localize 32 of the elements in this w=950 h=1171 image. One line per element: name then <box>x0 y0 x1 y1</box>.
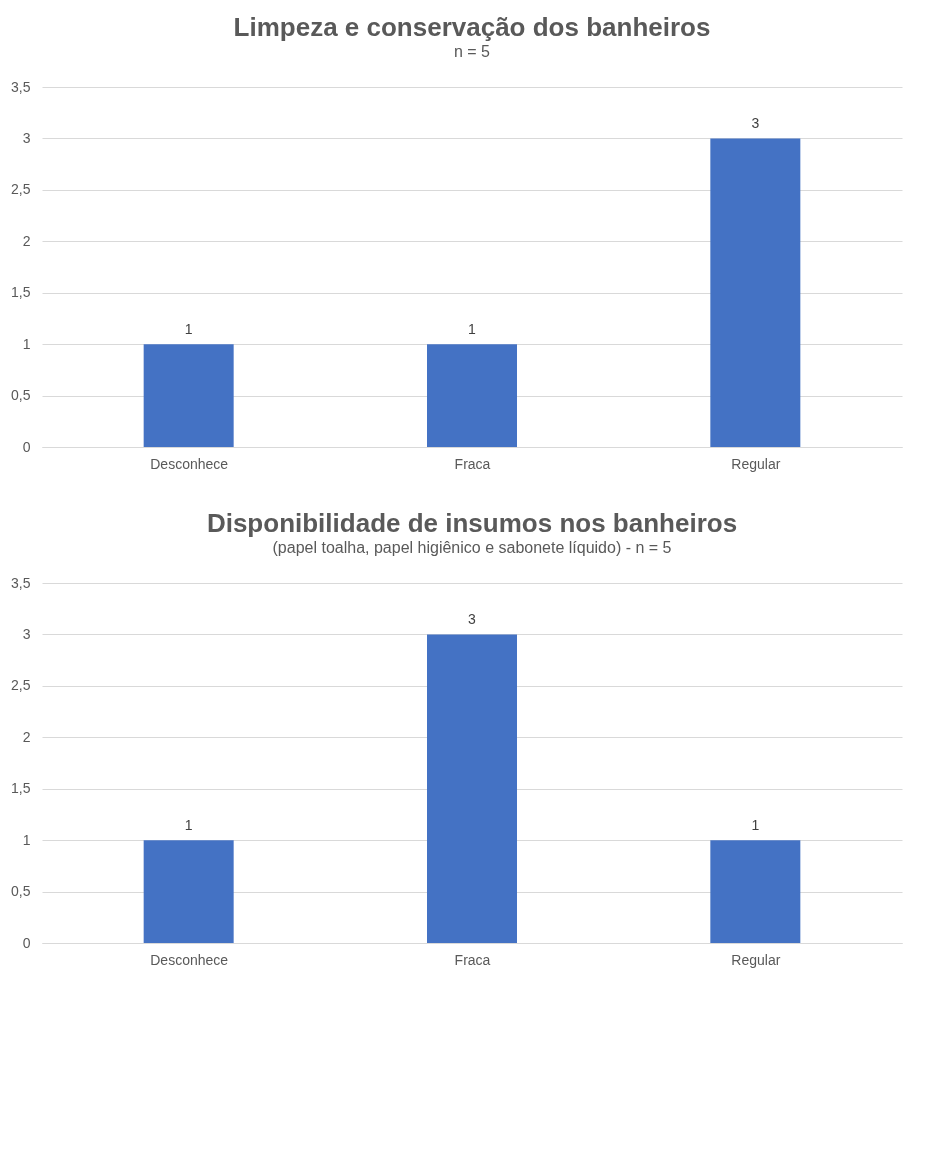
x-tick-label: Regular <box>731 455 781 472</box>
y-tick-label: 1 <box>22 335 31 352</box>
y-tick-label: 2,5 <box>11 181 31 198</box>
x-tick-label: Desconhece <box>150 951 229 968</box>
y-tick-label: 0 <box>22 934 31 951</box>
chart-subtitle: (papel toalha, papel higiênico e sabonete líquido) - n = 5 <box>272 539 672 556</box>
chart-title: Limpeza e conservação dos banheiros <box>233 12 711 42</box>
data-label: 1 <box>184 817 193 834</box>
chart-subtitle: n = 5 <box>453 43 491 60</box>
data-label: 1 <box>184 321 193 338</box>
x-tick-label: Fraca <box>454 951 491 968</box>
y-tick-label: 0,5 <box>11 883 31 900</box>
y-tick-label: 3,5 <box>11 78 31 95</box>
y-tick-label: 1,5 <box>11 780 31 797</box>
chart-title: Disponibilidade de insumos nos banheiros <box>206 508 738 538</box>
y-tick-label: 3 <box>22 625 31 642</box>
y-tick-label: 1,5 <box>11 284 31 301</box>
data-label: 3 <box>468 611 477 628</box>
y-tick-label: 2 <box>22 232 31 249</box>
y-tick-label: 3,5 <box>11 574 31 591</box>
x-tick-label: Desconhece <box>150 455 229 472</box>
y-tick-label: 0 <box>22 438 31 455</box>
x-tick-label: Regular <box>731 951 781 968</box>
y-tick-label: 1 <box>22 831 31 848</box>
data-label: 1 <box>468 321 477 338</box>
data-label: 3 <box>751 115 760 132</box>
y-tick-label: 2,5 <box>11 677 31 694</box>
data-label: 1 <box>751 817 760 834</box>
y-tick-label: 0,5 <box>11 387 31 404</box>
y-tick-label: 2 <box>22 728 31 745</box>
y-tick-label: 3 <box>22 129 31 146</box>
x-tick-label: Fraca <box>454 455 491 472</box>
